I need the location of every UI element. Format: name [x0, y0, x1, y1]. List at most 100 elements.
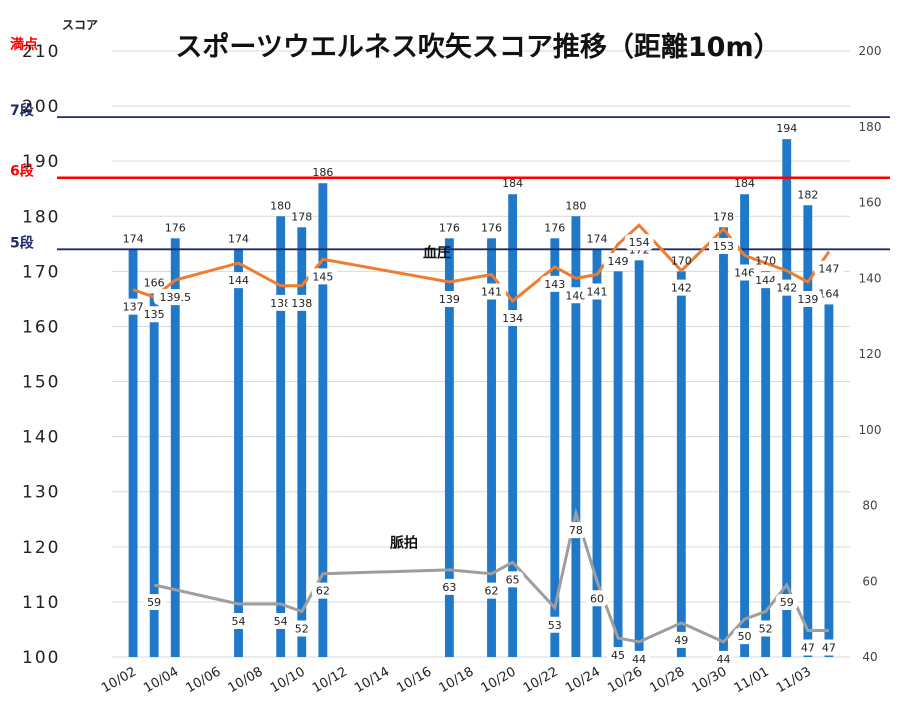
point-value-label: 144 [228, 274, 249, 287]
y-tick-label: 140 [22, 428, 60, 448]
point-value-label: 52 [759, 623, 773, 636]
y2-tick-label: 60 [862, 574, 877, 588]
y2-tick-label: 180 [859, 120, 882, 134]
point-label-box [480, 582, 503, 599]
point-label-box [607, 647, 630, 664]
point-value-label: 59 [780, 596, 794, 609]
point-value-label: 62 [316, 585, 330, 598]
y-tick-label: 120 [22, 538, 60, 558]
point-value-label: 146 [734, 267, 755, 280]
point-label-box [775, 594, 798, 611]
bar [508, 194, 518, 657]
point-label-box [540, 275, 570, 292]
bar [128, 249, 138, 657]
bar [571, 216, 581, 658]
point-value-label: 154 [629, 236, 650, 249]
point-label-box [227, 612, 250, 629]
point-label-box [628, 650, 651, 667]
bar-value-label: 174 [228, 232, 249, 245]
y2-tick-label: 200 [859, 44, 882, 58]
point-label-box [308, 268, 338, 285]
y-axis-label: スコア [62, 18, 98, 32]
point-value-label: 149 [608, 255, 629, 268]
y-tick-label: 150 [22, 373, 60, 393]
point-value-label: 139 [797, 293, 818, 306]
chart-title: スポーツウエルネス吹矢スコア推移（距離10m） [175, 31, 780, 63]
point-label-box [224, 272, 254, 289]
series-name-label: 血圧 [423, 245, 451, 262]
point-label-box [153, 289, 197, 306]
bar [487, 238, 496, 658]
point-label-box [543, 616, 566, 633]
point-value-label: 137 [123, 301, 144, 314]
point-value-label: 50 [738, 630, 752, 643]
y2-tick-label: 80 [862, 499, 877, 513]
x-tick-label: 10/20 [479, 664, 519, 696]
series-lines [132, 223, 831, 644]
bar-value-label: 184 [502, 177, 523, 190]
point-value-label: 142 [776, 282, 797, 295]
bar [740, 194, 749, 657]
bar-value-label: 194 [776, 122, 797, 135]
bar [592, 249, 602, 657]
point-label-box [817, 639, 840, 656]
point-label-box [498, 309, 528, 326]
point-value-label: 139.5 [160, 291, 192, 304]
bar [613, 271, 623, 657]
x-tick-label: 10/14 [352, 664, 392, 696]
point-value-label: 142 [671, 282, 692, 295]
bar-value-label: 180 [565, 199, 586, 212]
point-value-label: 44 [716, 653, 730, 666]
x-tick-label: 10/06 [183, 664, 223, 696]
point-value-label: 135 [144, 308, 165, 321]
point-value-label: 45 [611, 649, 625, 662]
point-value-label: 141 [586, 285, 607, 298]
y-tick-label: 130 [22, 483, 60, 503]
y2-tick-label: 100 [859, 423, 882, 437]
x-tick-label: 10/22 [521, 664, 561, 696]
point-label-box [438, 578, 461, 595]
point-value-label: 49 [674, 634, 688, 647]
bar-value-label: 186 [312, 166, 333, 179]
point-value-label: 143 [544, 278, 565, 291]
x-tick-label: 10/12 [310, 664, 350, 696]
x-tick-label: 10/16 [394, 664, 434, 696]
bar-value-label: 170 [755, 254, 776, 267]
point-label-box [501, 571, 524, 588]
point-label-box [814, 260, 844, 277]
point-value-label: 138 [270, 297, 291, 310]
point-label-box [624, 234, 654, 251]
bar [170, 238, 180, 658]
point-label-box [434, 291, 464, 308]
y2-tick-label: 120 [859, 347, 882, 361]
point-value-label: 145 [312, 270, 333, 283]
point-label-box [708, 238, 738, 255]
y2-tick-label: 140 [859, 271, 882, 285]
point-value-label: 52 [295, 623, 309, 636]
x-tick-label: 10/10 [268, 664, 308, 696]
point-label-box [772, 279, 802, 296]
bar-value-label: 178 [713, 210, 734, 223]
point-label-box [712, 650, 735, 667]
y2-tick-label: 160 [859, 196, 882, 210]
bar [444, 238, 454, 658]
bar-value-label: 166 [144, 276, 165, 289]
bar [234, 249, 243, 657]
x-tick-label: 10/08 [226, 664, 266, 696]
bar [297, 227, 307, 658]
point-label-box [287, 294, 317, 311]
bar [149, 293, 159, 657]
bar [550, 238, 560, 658]
bar-value-label: 178 [291, 210, 312, 223]
y-tick-label: 110 [22, 593, 60, 613]
series-line [153, 507, 829, 644]
point-value-label: 65 [506, 573, 520, 586]
bar [634, 260, 644, 657]
point-value-label: 140 [565, 289, 586, 302]
bar-value-label: 164 [818, 287, 839, 300]
y-tick-label: 180 [22, 207, 60, 227]
point-label-box [311, 582, 334, 599]
bar [782, 139, 792, 658]
point-label-box [603, 253, 633, 270]
x-tick-label: 10/04 [141, 664, 181, 696]
